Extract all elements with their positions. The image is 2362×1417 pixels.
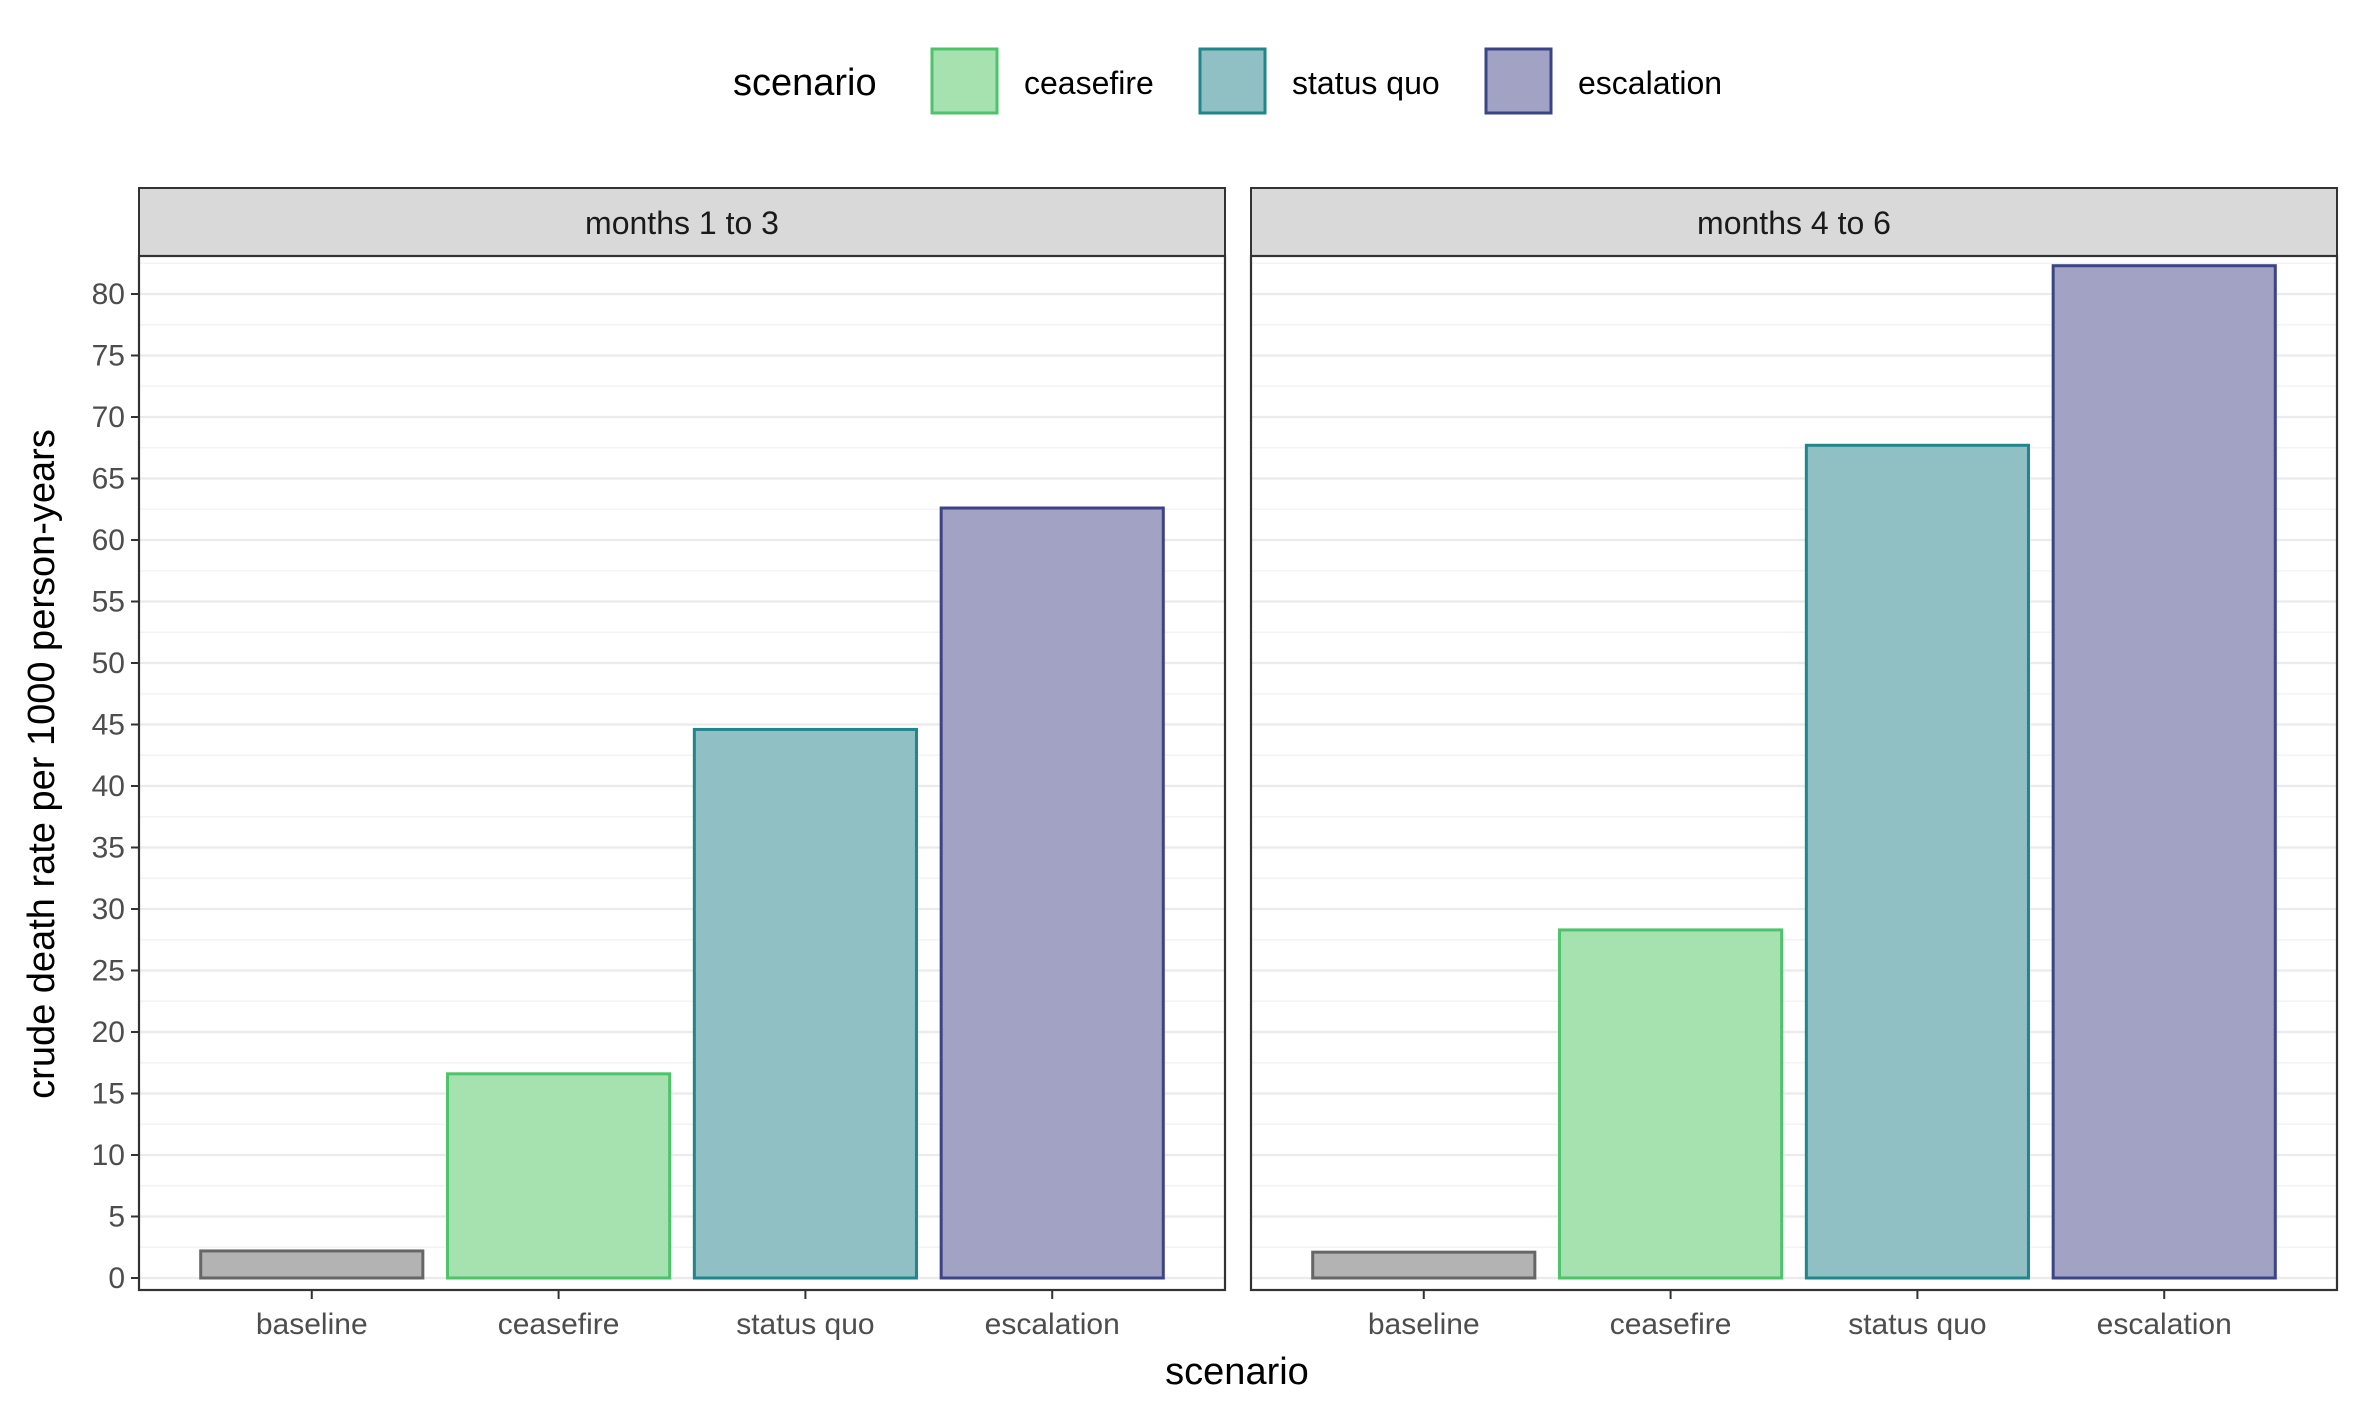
bar xyxy=(446,1072,672,1280)
y-tick-label: 55 xyxy=(92,586,125,619)
legend: scenario ceasefire status quo escalation xyxy=(733,47,1722,115)
bar xyxy=(1311,1250,1537,1280)
y-tick-label: 45 xyxy=(92,709,125,742)
y-tick-label: 35 xyxy=(92,832,125,865)
y-tick-label: 50 xyxy=(92,647,125,680)
legend-title: scenario xyxy=(733,62,877,104)
y-tick-label: 30 xyxy=(92,893,125,926)
facet-strip-label: months 4 to 6 xyxy=(1697,205,1891,241)
legend-key xyxy=(1484,47,1553,115)
y-tick-label: 0 xyxy=(108,1262,125,1295)
y-tick-label: 15 xyxy=(92,1078,125,1111)
y-axis-title: crude death rate per 1000 person-years xyxy=(21,429,63,1099)
y-tick-label: 80 xyxy=(92,278,125,311)
legend-label: status quo xyxy=(1292,65,1440,101)
facet-panels: 0 5 10 15 20 25 30 35 40 45 50 55 60 65 70 75 80 months 1… xyxy=(92,187,2339,1341)
x-axis-title: scenario xyxy=(1165,1351,1309,1393)
bar xyxy=(199,1249,425,1280)
facet-panel: months 4 to 6 baseline ceasefire status quo… xyxy=(1249,187,2339,1341)
legend-key xyxy=(1198,47,1267,115)
x-tick-label: escalation xyxy=(985,1308,1120,1341)
bar xyxy=(1804,443,2030,1280)
y-tick-label: 75 xyxy=(92,340,125,373)
bar xyxy=(692,727,918,1280)
y-axis: 0 5 10 15 20 25 30 35 40 45 50 55 60 65 70 75 80 xyxy=(92,278,139,1295)
x-tick-label: status quo xyxy=(1848,1308,1986,1341)
legend-label: escalation xyxy=(1578,65,1722,101)
facet-panel: months 1 to 3 baseline ceasefire status quo… xyxy=(137,187,1227,1341)
y-tick-label: 10 xyxy=(92,1139,125,1172)
x-tick-label: escalation xyxy=(2097,1308,2232,1341)
x-tick-label: ceasefire xyxy=(498,1308,620,1341)
x-tick-label: status quo xyxy=(736,1308,874,1341)
y-tick-label: 25 xyxy=(92,955,125,988)
x-tick-label: baseline xyxy=(1368,1308,1480,1341)
legend-key xyxy=(930,47,999,115)
y-tick-label: 65 xyxy=(92,463,125,496)
bar xyxy=(1558,928,1784,1280)
y-tick-label: 60 xyxy=(92,524,125,557)
x-tick-label: baseline xyxy=(256,1308,368,1341)
y-tick-label: 70 xyxy=(92,401,125,434)
panel-border xyxy=(137,254,1227,1292)
facet-strip-label: months 1 to 3 xyxy=(585,205,779,241)
x-tick-label: ceasefire xyxy=(1610,1308,1732,1341)
y-tick-label: 40 xyxy=(92,770,125,803)
facet-strip xyxy=(1250,187,2338,257)
y-tick-label: 20 xyxy=(92,1016,125,1049)
y-tick-label: 5 xyxy=(108,1201,125,1234)
bar xyxy=(2051,264,2277,1280)
bar xyxy=(939,506,1165,1280)
panel-border xyxy=(1249,254,2339,1292)
legend-label: ceasefire xyxy=(1024,65,1154,101)
